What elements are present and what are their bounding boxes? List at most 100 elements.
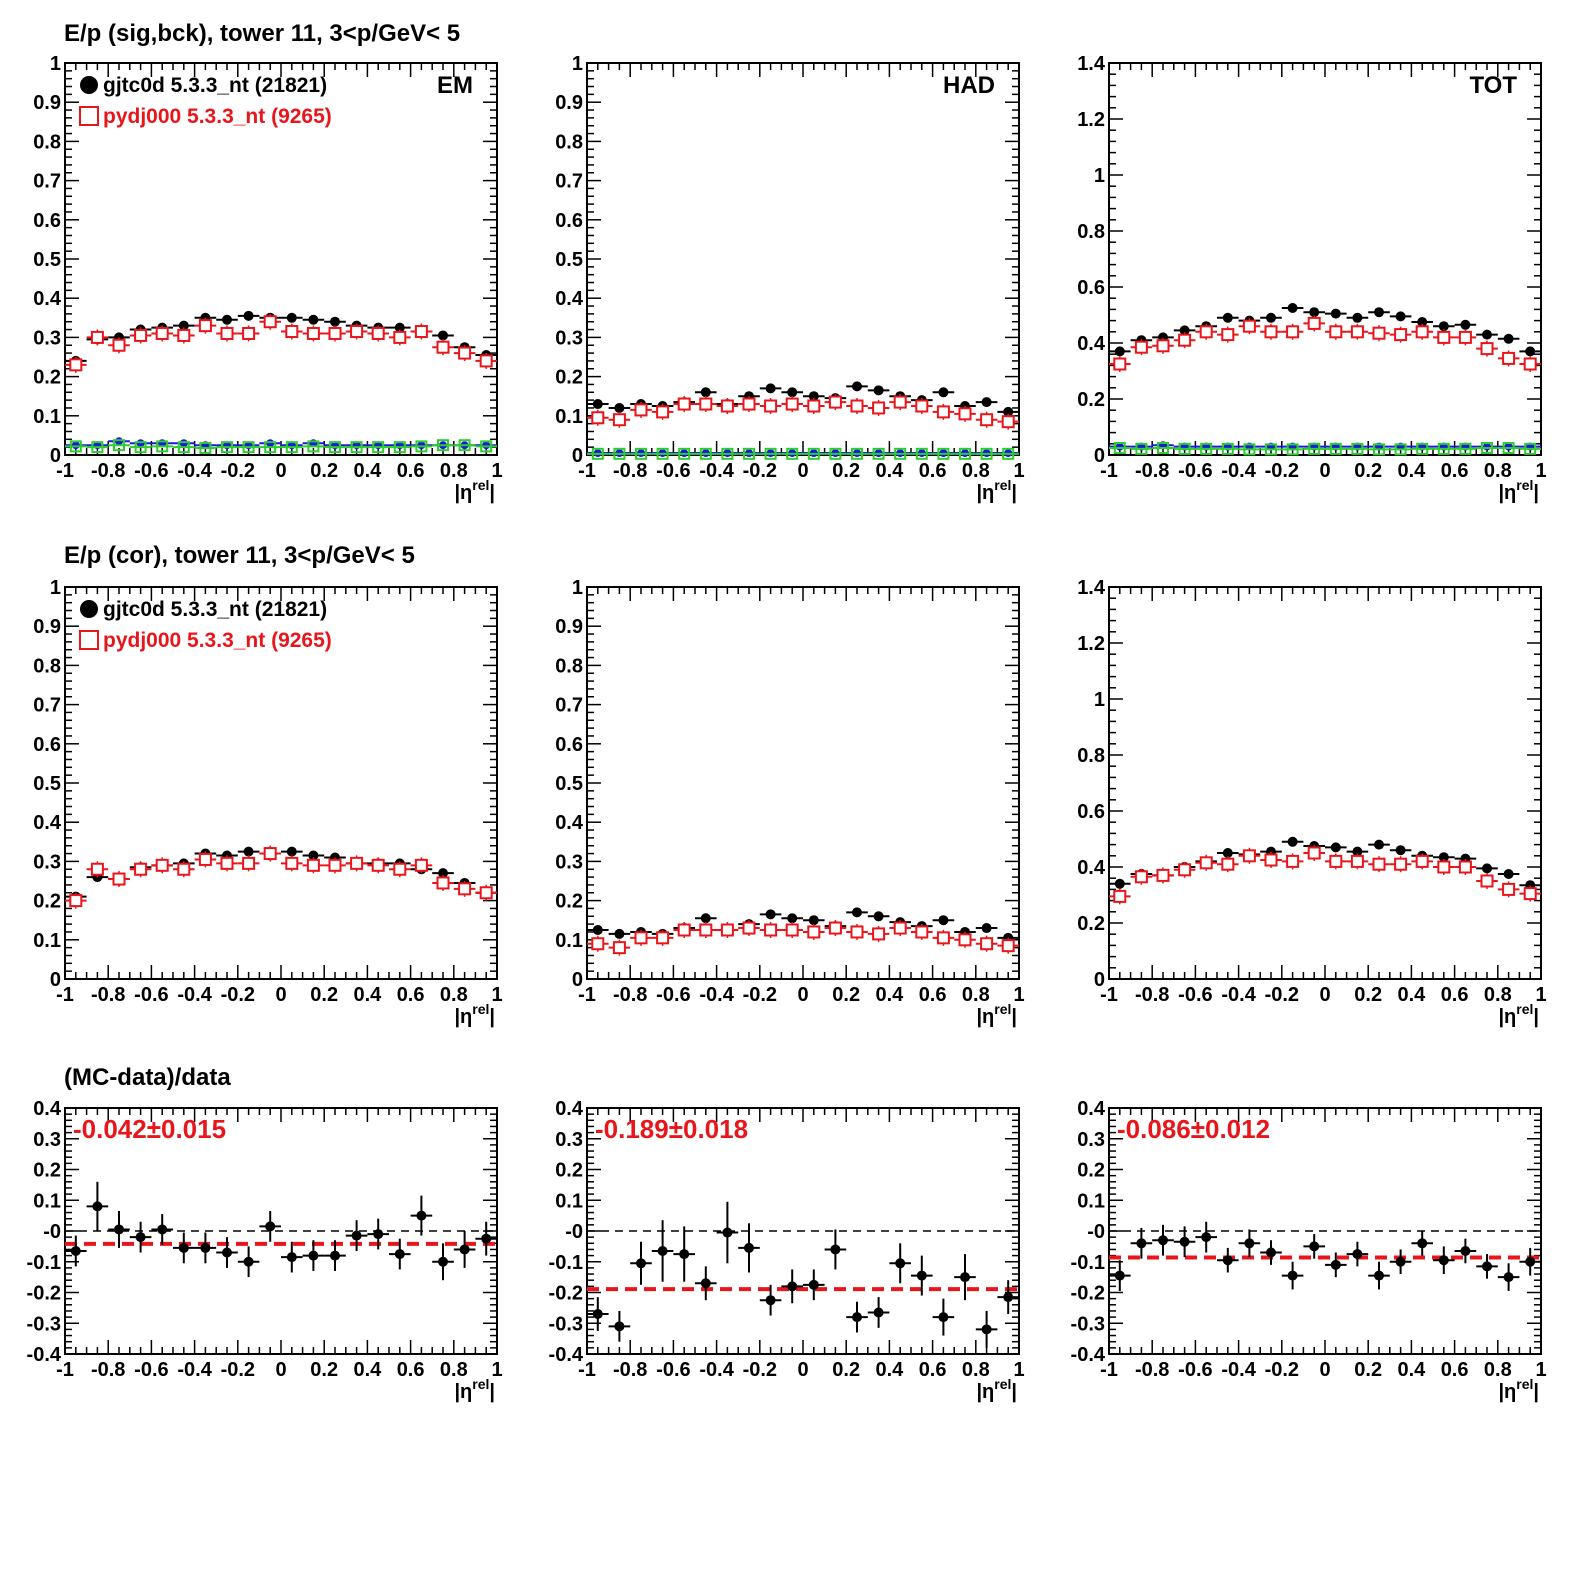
data-point: [1352, 846, 1363, 857]
ratio-point: [1179, 1236, 1190, 1247]
mc-point: [785, 397, 799, 411]
mc-point: [742, 921, 756, 935]
data-point: [1287, 303, 1298, 313]
y-tick-label: 1: [50, 577, 61, 599]
x-tick-label: 0.4: [875, 460, 904, 482]
ratio-point: [481, 1233, 492, 1244]
plot-frame: [1108, 62, 1542, 456]
mc-point: [850, 925, 864, 939]
y-tick-label: 0.8: [555, 655, 583, 677]
y-tick-label: 1: [572, 577, 583, 599]
data-point: [178, 320, 189, 331]
bck-green-marker: [1502, 442, 1515, 454]
bck-green-marker: [177, 441, 190, 454]
data-point: [286, 846, 297, 857]
x-tick-label: 1: [491, 1359, 502, 1381]
bck-green-marker: [699, 447, 712, 460]
bck-blue-point: [115, 437, 123, 446]
corner-label-tot: TOT: [1469, 72, 1517, 99]
x-tick-label: 0: [797, 1359, 808, 1381]
mc-point: [828, 395, 842, 409]
mc-point: [479, 354, 493, 368]
bck-green-marker: [656, 447, 669, 460]
x-tick-label: -0.2: [743, 984, 777, 1006]
x-tick-label: -0.8: [91, 460, 125, 482]
data-point: [394, 322, 405, 333]
ratio-point: [286, 1252, 297, 1263]
ratio-point: [1374, 1270, 1384, 1281]
data-point: [1114, 878, 1125, 889]
y-tick-label: 0.4: [33, 1098, 62, 1120]
bck-green-marker: [635, 447, 647, 460]
x-tick-label: 0.6: [1441, 460, 1469, 482]
mc-point: [112, 338, 126, 352]
mc-point: [69, 358, 83, 372]
ratio-point: [114, 1224, 124, 1235]
ratio-point: [679, 1249, 690, 1260]
mc-point: [198, 319, 212, 333]
mc-point: [1350, 325, 1364, 339]
panel-1-0: -1 -0.8 -0.6 -0.4 -0.2 0 0.2 0.4 0.6 0.8 1 0 0.1 0.2 0…: [33, 577, 502, 1028]
x-tick-label: 0.8: [1484, 1359, 1512, 1381]
mc-point: [872, 401, 886, 415]
ratio-point: [243, 1256, 254, 1267]
mc-point: [1178, 863, 1192, 877]
x-tick-label: 0.2: [310, 460, 338, 482]
mc-point: [612, 941, 626, 955]
mc-point: [980, 937, 994, 951]
bck-green-marker: [134, 441, 147, 454]
x-tick-label: -0.2: [1265, 984, 1299, 1006]
bck-green-marker: [1351, 442, 1364, 455]
bck-blue-point: [136, 439, 145, 448]
ratio-point: [765, 1295, 776, 1306]
ratio-point: [1482, 1261, 1492, 1272]
x-tick-label: 0.8: [440, 460, 468, 482]
x-tick-label: 0.2: [832, 1359, 860, 1381]
bck-green-marker: [307, 440, 320, 453]
mc-point: [1134, 870, 1148, 884]
y-tick-label: 1: [1094, 689, 1105, 711]
data-point: [1460, 319, 1471, 330]
x-tick-label: 0.2: [1354, 460, 1382, 482]
ratio-point: [808, 1279, 819, 1290]
y-tick-label: 0.7: [33, 695, 61, 717]
mc-point: [242, 326, 256, 340]
y-tick-label: 0.2: [1077, 913, 1105, 935]
mc-point: [1286, 325, 1300, 339]
y-tick-label: 0.7: [555, 695, 583, 717]
bck-green-marker: [91, 441, 104, 454]
y-tick-label: 0.1: [555, 1190, 583, 1212]
y-tick-label: 0.1: [555, 406, 583, 428]
mc-point: [155, 326, 169, 340]
legend-mc-marker: [79, 106, 99, 126]
y-tick-label: 0.6: [1077, 277, 1105, 299]
mc-point: [285, 325, 299, 339]
x-tick-label: 0.2: [310, 1359, 338, 1381]
mc-point: [634, 403, 648, 417]
y-tick-label: 0.4: [1077, 333, 1106, 355]
x-tick-label: -0.2: [221, 1359, 255, 1381]
legend-data-label: gjtc0d 5.3.3_nt (21821): [103, 598, 327, 621]
mc-point: [393, 330, 407, 344]
ratio-point: [178, 1242, 189, 1253]
y-tick-label: 0.8: [1077, 221, 1105, 243]
mc-point: [1437, 860, 1451, 874]
data-point: [1309, 307, 1320, 318]
y-tick-label: 0.1: [33, 930, 61, 952]
plot-frame: [1108, 586, 1542, 980]
y-tick-label: 0: [50, 445, 61, 467]
data-point: [852, 381, 862, 392]
x-tick-label: 0.4: [353, 1359, 382, 1381]
data-point: [592, 399, 603, 410]
mc-point: [1415, 854, 1429, 868]
ratio-point: [373, 1229, 384, 1240]
ratio-point: [1222, 1255, 1233, 1266]
x-tick-label: -0.6: [656, 1359, 690, 1381]
x-axis-label: |ηrel|: [976, 477, 1017, 504]
bck-green-marker: [1200, 442, 1213, 455]
mc-point: [828, 921, 842, 935]
bck-green-marker: [221, 441, 233, 454]
ratio-point: [1136, 1238, 1147, 1249]
data-point: [808, 391, 819, 402]
bck-green-marker: [1286, 443, 1299, 456]
